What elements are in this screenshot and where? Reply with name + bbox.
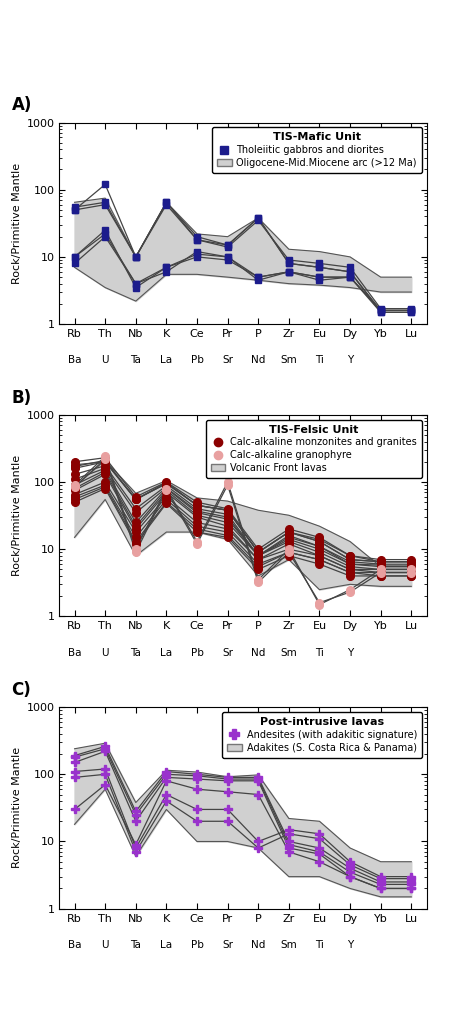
Text: Y: Y xyxy=(347,355,353,366)
Text: Ba: Ba xyxy=(68,355,82,366)
Text: La: La xyxy=(160,355,173,366)
Legend: Tholeiitic gabbros and diorites, Oligocene-Mid.Miocene arc (>12 Ma): Tholeiitic gabbros and diorites, Oligoce… xyxy=(212,128,422,173)
Text: A): A) xyxy=(11,96,32,114)
Text: Pb: Pb xyxy=(191,940,203,950)
Text: Sm: Sm xyxy=(281,940,297,950)
Y-axis label: Rock/Primitive Mantle: Rock/Primitive Mantle xyxy=(12,162,22,284)
Text: Nd: Nd xyxy=(251,940,265,950)
Text: Sm: Sm xyxy=(281,647,297,658)
Y-axis label: Rock/Primitive Mantle: Rock/Primitive Mantle xyxy=(12,455,22,576)
Text: Y: Y xyxy=(347,940,353,950)
Text: U: U xyxy=(101,940,109,950)
Text: B): B) xyxy=(11,389,32,406)
Text: Ti: Ti xyxy=(315,647,324,658)
Text: Ba: Ba xyxy=(68,940,82,950)
Text: Sr: Sr xyxy=(222,355,233,366)
Text: Nd: Nd xyxy=(251,355,265,366)
Text: U: U xyxy=(101,647,109,658)
Text: Sr: Sr xyxy=(222,647,233,658)
Text: C): C) xyxy=(11,681,31,699)
Text: Ta: Ta xyxy=(130,940,141,950)
Text: Ba: Ba xyxy=(68,647,82,658)
Text: U: U xyxy=(101,355,109,366)
Text: Ta: Ta xyxy=(130,355,141,366)
Legend: Calc-alkaline monzonites and granites, Calc-alkaline granophyre, Volcanic Front : Calc-alkaline monzonites and granites, C… xyxy=(206,420,422,478)
Text: Ti: Ti xyxy=(315,940,324,950)
Text: La: La xyxy=(160,940,173,950)
Text: Sr: Sr xyxy=(222,940,233,950)
Text: Pb: Pb xyxy=(191,647,203,658)
Text: La: La xyxy=(160,647,173,658)
Legend: Andesites (with adakitic signature), Adakites (S. Costa Rica & Panama): Andesites (with adakitic signature), Ada… xyxy=(222,712,422,758)
Text: Nd: Nd xyxy=(251,647,265,658)
Text: Pb: Pb xyxy=(191,355,203,366)
Text: Sm: Sm xyxy=(281,355,297,366)
Text: Ti: Ti xyxy=(315,355,324,366)
Text: Ta: Ta xyxy=(130,647,141,658)
Text: Y: Y xyxy=(347,647,353,658)
Y-axis label: Rock/Primitive Mantle: Rock/Primitive Mantle xyxy=(12,747,22,869)
